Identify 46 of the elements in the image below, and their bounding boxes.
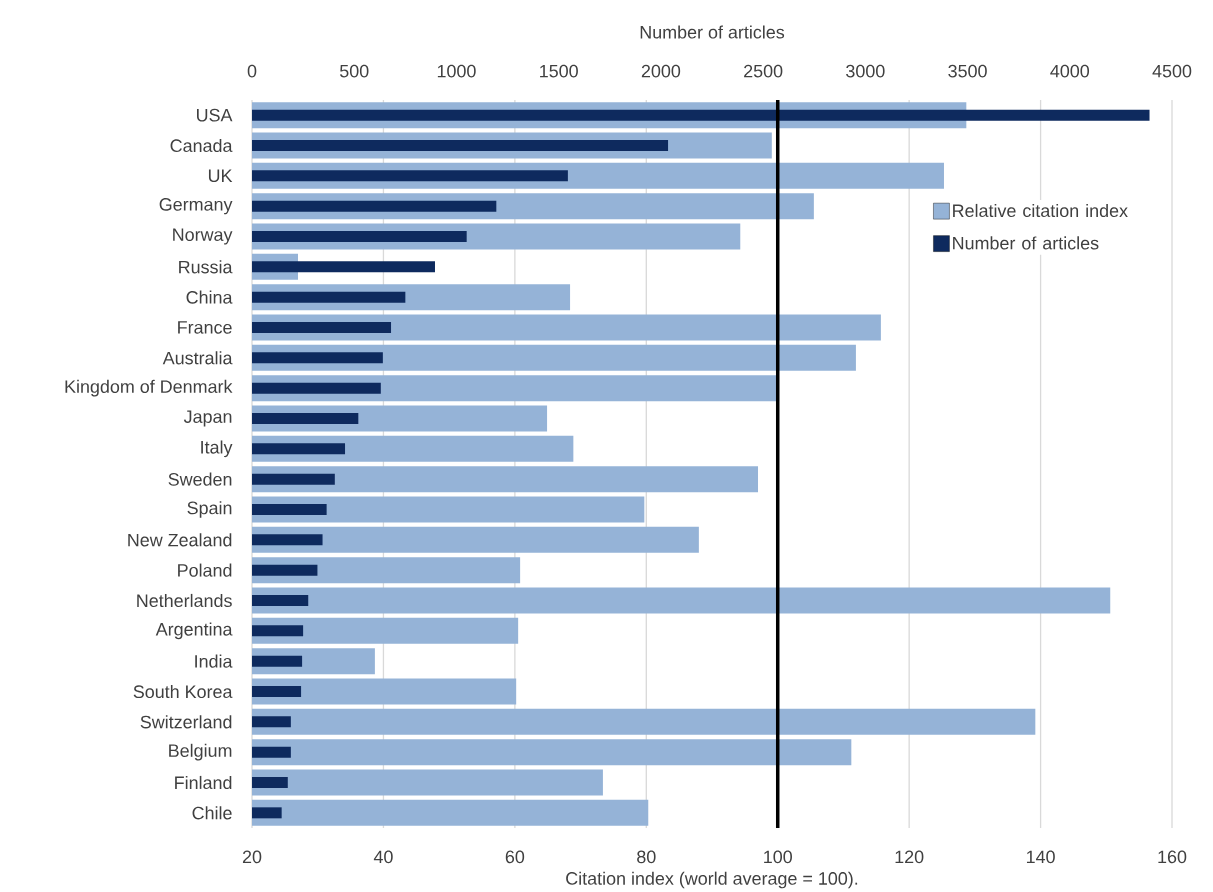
- y-tick-label: Finland: [175, 775, 232, 790]
- legend-label: Number of articles: [953, 236, 1099, 250]
- y-tick-label: Germany: [159, 198, 233, 215]
- x-tick-label: 20: [242, 850, 262, 864]
- y-tick-label: Belgium: [169, 743, 232, 761]
- y-tick-label: Norway: [173, 228, 233, 245]
- y-tick-label: Poland: [178, 563, 232, 577]
- x-tick-label: 100: [764, 850, 792, 864]
- x2-tick-label: 3000: [846, 64, 885, 78]
- x2-tick-label: 1500: [540, 64, 578, 78]
- x-tick-label: 120: [895, 850, 924, 864]
- y-tick-label: USA: [197, 108, 233, 122]
- x2-tick-label: 3500: [948, 64, 987, 78]
- y-tick-label: Netherlands: [137, 593, 232, 608]
- y-tick-label: Italy: [201, 440, 233, 458]
- x2-tick-label: 2000: [641, 64, 681, 78]
- y-tick-label: New Zealand: [128, 533, 232, 547]
- y-tick-label: Argentina: [155, 622, 233, 640]
- x-tick-label: 160: [1158, 850, 1187, 864]
- x2-tick-label: 2500: [744, 64, 783, 78]
- x-tick-label: 60: [505, 850, 525, 864]
- y-tick-label: South Korea: [133, 684, 233, 699]
- x-tick-label: 140: [1026, 850, 1055, 864]
- x2-tick-label: 500: [339, 64, 369, 78]
- x2-tick-label: 4000: [1050, 64, 1090, 78]
- y-tick-label: Australia: [162, 351, 233, 365]
- y-tick-label: UK: [208, 169, 233, 183]
- x2-axis-title: Number of articles: [640, 25, 785, 39]
- y-tick-label: Canada: [170, 138, 233, 153]
- y-tick-label: India: [195, 654, 233, 668]
- legend-label: Relative citation index: [953, 203, 1128, 218]
- x-axis-title: Citation index (world average = 100).: [566, 871, 858, 889]
- x2-tick-label: 4500: [1152, 64, 1192, 78]
- y-tick-label: Sweden: [168, 472, 232, 486]
- x2-tick-label: 1000: [437, 64, 476, 78]
- y-tick-label: France: [178, 321, 232, 334]
- x-tick-label: 80: [637, 850, 656, 864]
- y-tick-label: Japan: [183, 410, 232, 427]
- x2-tick-label: 0: [247, 64, 257, 78]
- y-tick-label: Spain: [187, 501, 232, 518]
- y-tick-label: Switzerland: [140, 715, 232, 729]
- y-tick-label: Kingdom of Denmark: [65, 379, 233, 397]
- y-tick-label: Russia: [179, 260, 233, 274]
- x-tick-label: 40: [373, 850, 393, 864]
- y-tick-label: Chile: [192, 806, 232, 820]
- y-tick-label: China: [186, 290, 233, 304]
